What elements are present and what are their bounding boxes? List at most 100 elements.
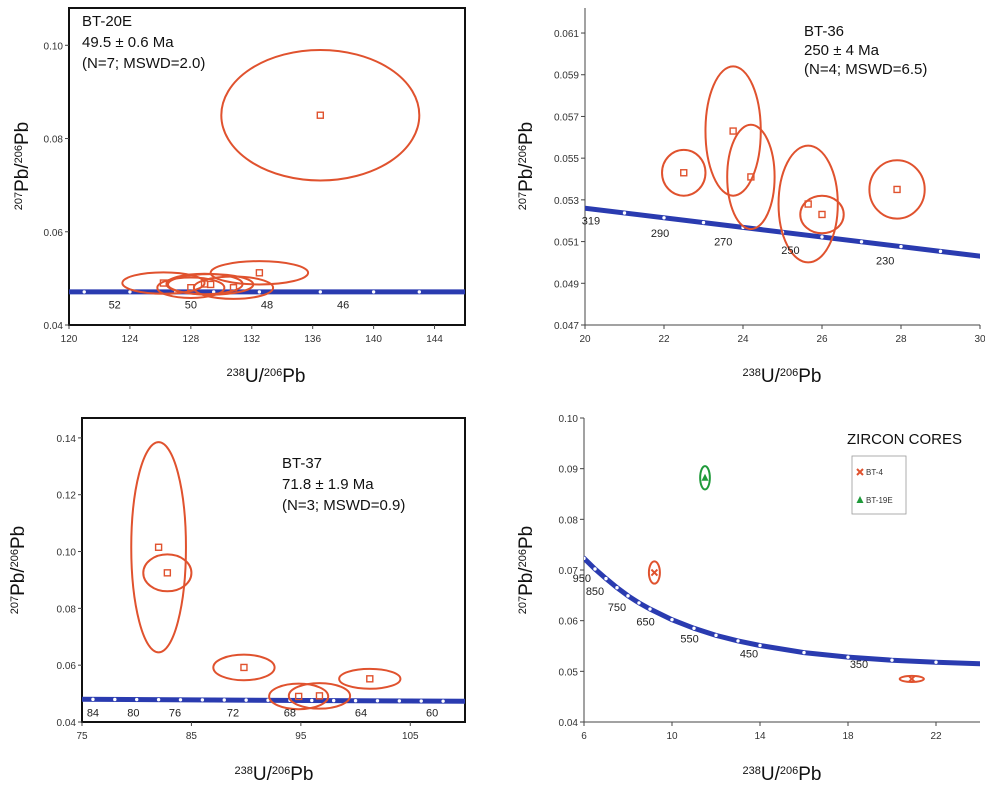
axis-label-sup-1: 238 xyxy=(235,765,253,777)
x-tick-label: 10 xyxy=(666,731,678,742)
chart-panel-4: 6 10 14 18 22 0.04 0.05 0.06 0.07 0.08 0.09 0.10 950… xyxy=(516,414,980,785)
error-ellipse xyxy=(142,553,193,593)
y-tick-label: 0.06 xyxy=(44,228,64,239)
error-ellipse xyxy=(661,148,707,197)
concordia-age-tick xyxy=(222,698,226,702)
error-ellipse xyxy=(338,667,402,690)
axis-label-base-1: Pb/ xyxy=(8,567,29,596)
error-ellipse xyxy=(130,441,187,654)
x-tick-label: 95 xyxy=(295,731,307,742)
x-tick-label: 18 xyxy=(842,731,854,742)
axis-label-sup-1: 207 xyxy=(517,596,529,614)
concordia-age-label: 850 xyxy=(586,586,604,598)
concordia-age-tick xyxy=(371,290,376,294)
concordia-age-tick xyxy=(113,697,117,702)
concordia-age-tick xyxy=(318,290,323,294)
concordia-age-label: 50 xyxy=(185,299,197,311)
data-point-marker xyxy=(229,284,238,292)
axis-label-sup-1: 238 xyxy=(743,765,761,777)
y-tick-label: 0.09 xyxy=(559,465,579,476)
error-ellipse xyxy=(799,194,845,235)
x-tick-label: 85 xyxy=(186,731,198,742)
x-tick-label: 136 xyxy=(304,334,321,345)
x-tick-label: 22 xyxy=(658,334,670,345)
data-point-marker xyxy=(818,210,826,219)
concordia-age-label: 319 xyxy=(582,216,600,228)
concordia-age-tick xyxy=(200,698,205,702)
x-tick-label: 124 xyxy=(122,334,139,345)
y-tick-label: 0.059 xyxy=(554,71,579,82)
x-tick-label: 105 xyxy=(402,731,419,742)
concordia-age-tick xyxy=(938,249,943,254)
error-ellipse xyxy=(167,273,255,296)
x-tick-label: 22 xyxy=(930,731,942,742)
x-tick-label: 128 xyxy=(183,334,200,345)
plot-area xyxy=(82,441,465,711)
error-ellipse xyxy=(192,275,275,300)
concordia-age-tick xyxy=(419,699,423,703)
concordia-age-tick xyxy=(626,594,630,598)
sample-annotation: 250 ± 4 Ma xyxy=(804,42,880,59)
y-tick-label: 0.04 xyxy=(44,321,64,332)
data-point-marker xyxy=(154,543,163,551)
axis-label-sup-2: 206 xyxy=(780,367,798,379)
axis-label-sup-2: 206 xyxy=(9,549,21,567)
y-tick-label: 0.14 xyxy=(57,434,77,445)
axis-label-sup-2: 206 xyxy=(517,145,529,163)
data-point-marker xyxy=(206,280,215,289)
concordia-age-tick xyxy=(648,607,652,611)
concordia-age-label: 750 xyxy=(608,602,626,614)
y-tick-label: 0.04 xyxy=(57,718,77,729)
axis-label-sup-2: 206 xyxy=(264,367,282,379)
y-tick-label: 0.10 xyxy=(44,41,64,52)
x-tick-label: 24 xyxy=(737,334,749,345)
y-tick-label: 0.08 xyxy=(57,604,77,615)
error-ellipse xyxy=(268,682,330,711)
concordia-age-tick xyxy=(82,290,86,294)
concordia-age-tick xyxy=(257,290,262,294)
axis-label-sup-1: 238 xyxy=(743,367,761,379)
x-axis-label: 238U/206Pb xyxy=(743,366,822,387)
y-axis-label: 207Pb/206Pb xyxy=(12,122,33,211)
x-tick-label: 20 xyxy=(579,334,591,345)
concordia-age-tick xyxy=(604,576,608,581)
concordia-age-tick xyxy=(890,658,894,662)
sample-title: BT-20E xyxy=(82,13,132,30)
concordia-age-label: 76 xyxy=(169,707,181,719)
y-tick-label: 0.08 xyxy=(44,135,64,146)
axis-label-base-2: Pb xyxy=(282,366,305,387)
concordia-age-label: 270 xyxy=(714,237,732,249)
concordia-age-label: 72 xyxy=(227,707,239,719)
y-tick-label: 0.057 xyxy=(554,112,579,123)
x-tick-label: 26 xyxy=(816,334,828,345)
error-ellipse xyxy=(209,260,310,286)
plot-area xyxy=(584,465,980,683)
sample-annotation: 71.8 ± 1.9 Ma xyxy=(282,476,374,493)
concordia-age-tick xyxy=(736,639,740,643)
error-ellipse xyxy=(898,674,925,683)
data-point-marker xyxy=(893,185,901,194)
concordia-age-tick xyxy=(593,567,597,571)
concordia-age-tick xyxy=(820,235,824,239)
sample-title: ZIRCON CORES xyxy=(847,431,962,448)
data-point-marker xyxy=(316,111,325,119)
y-tick-label: 0.06 xyxy=(57,661,77,672)
sample-annotation: (N=7; MSWD=2.0) xyxy=(82,55,205,72)
concordia-curve xyxy=(584,555,980,667)
x-tick-label: 132 xyxy=(243,334,260,345)
plot-area xyxy=(69,48,465,300)
x-axis-label: 238U/206Pb xyxy=(743,764,822,785)
axis-label-base-2: Pb xyxy=(516,526,537,549)
y-tick-label: 0.04 xyxy=(559,718,579,729)
concordia-age-tick xyxy=(397,699,402,703)
axis-label-base-1: U/ xyxy=(761,366,781,387)
y-tick-label: 0.049 xyxy=(554,279,579,290)
concordia-age-label: 350 xyxy=(850,659,868,671)
concordia-age-tick xyxy=(934,660,938,664)
concordia-age-tick xyxy=(714,633,718,638)
axis-label-sup-1: 207 xyxy=(517,192,529,210)
concordia-age-label: 52 xyxy=(109,299,121,311)
x-tick-label: 28 xyxy=(895,334,907,345)
concordia-age-label: 250 xyxy=(781,245,799,257)
sample-annotation: 49.5 ± 0.6 Ma xyxy=(82,34,174,51)
